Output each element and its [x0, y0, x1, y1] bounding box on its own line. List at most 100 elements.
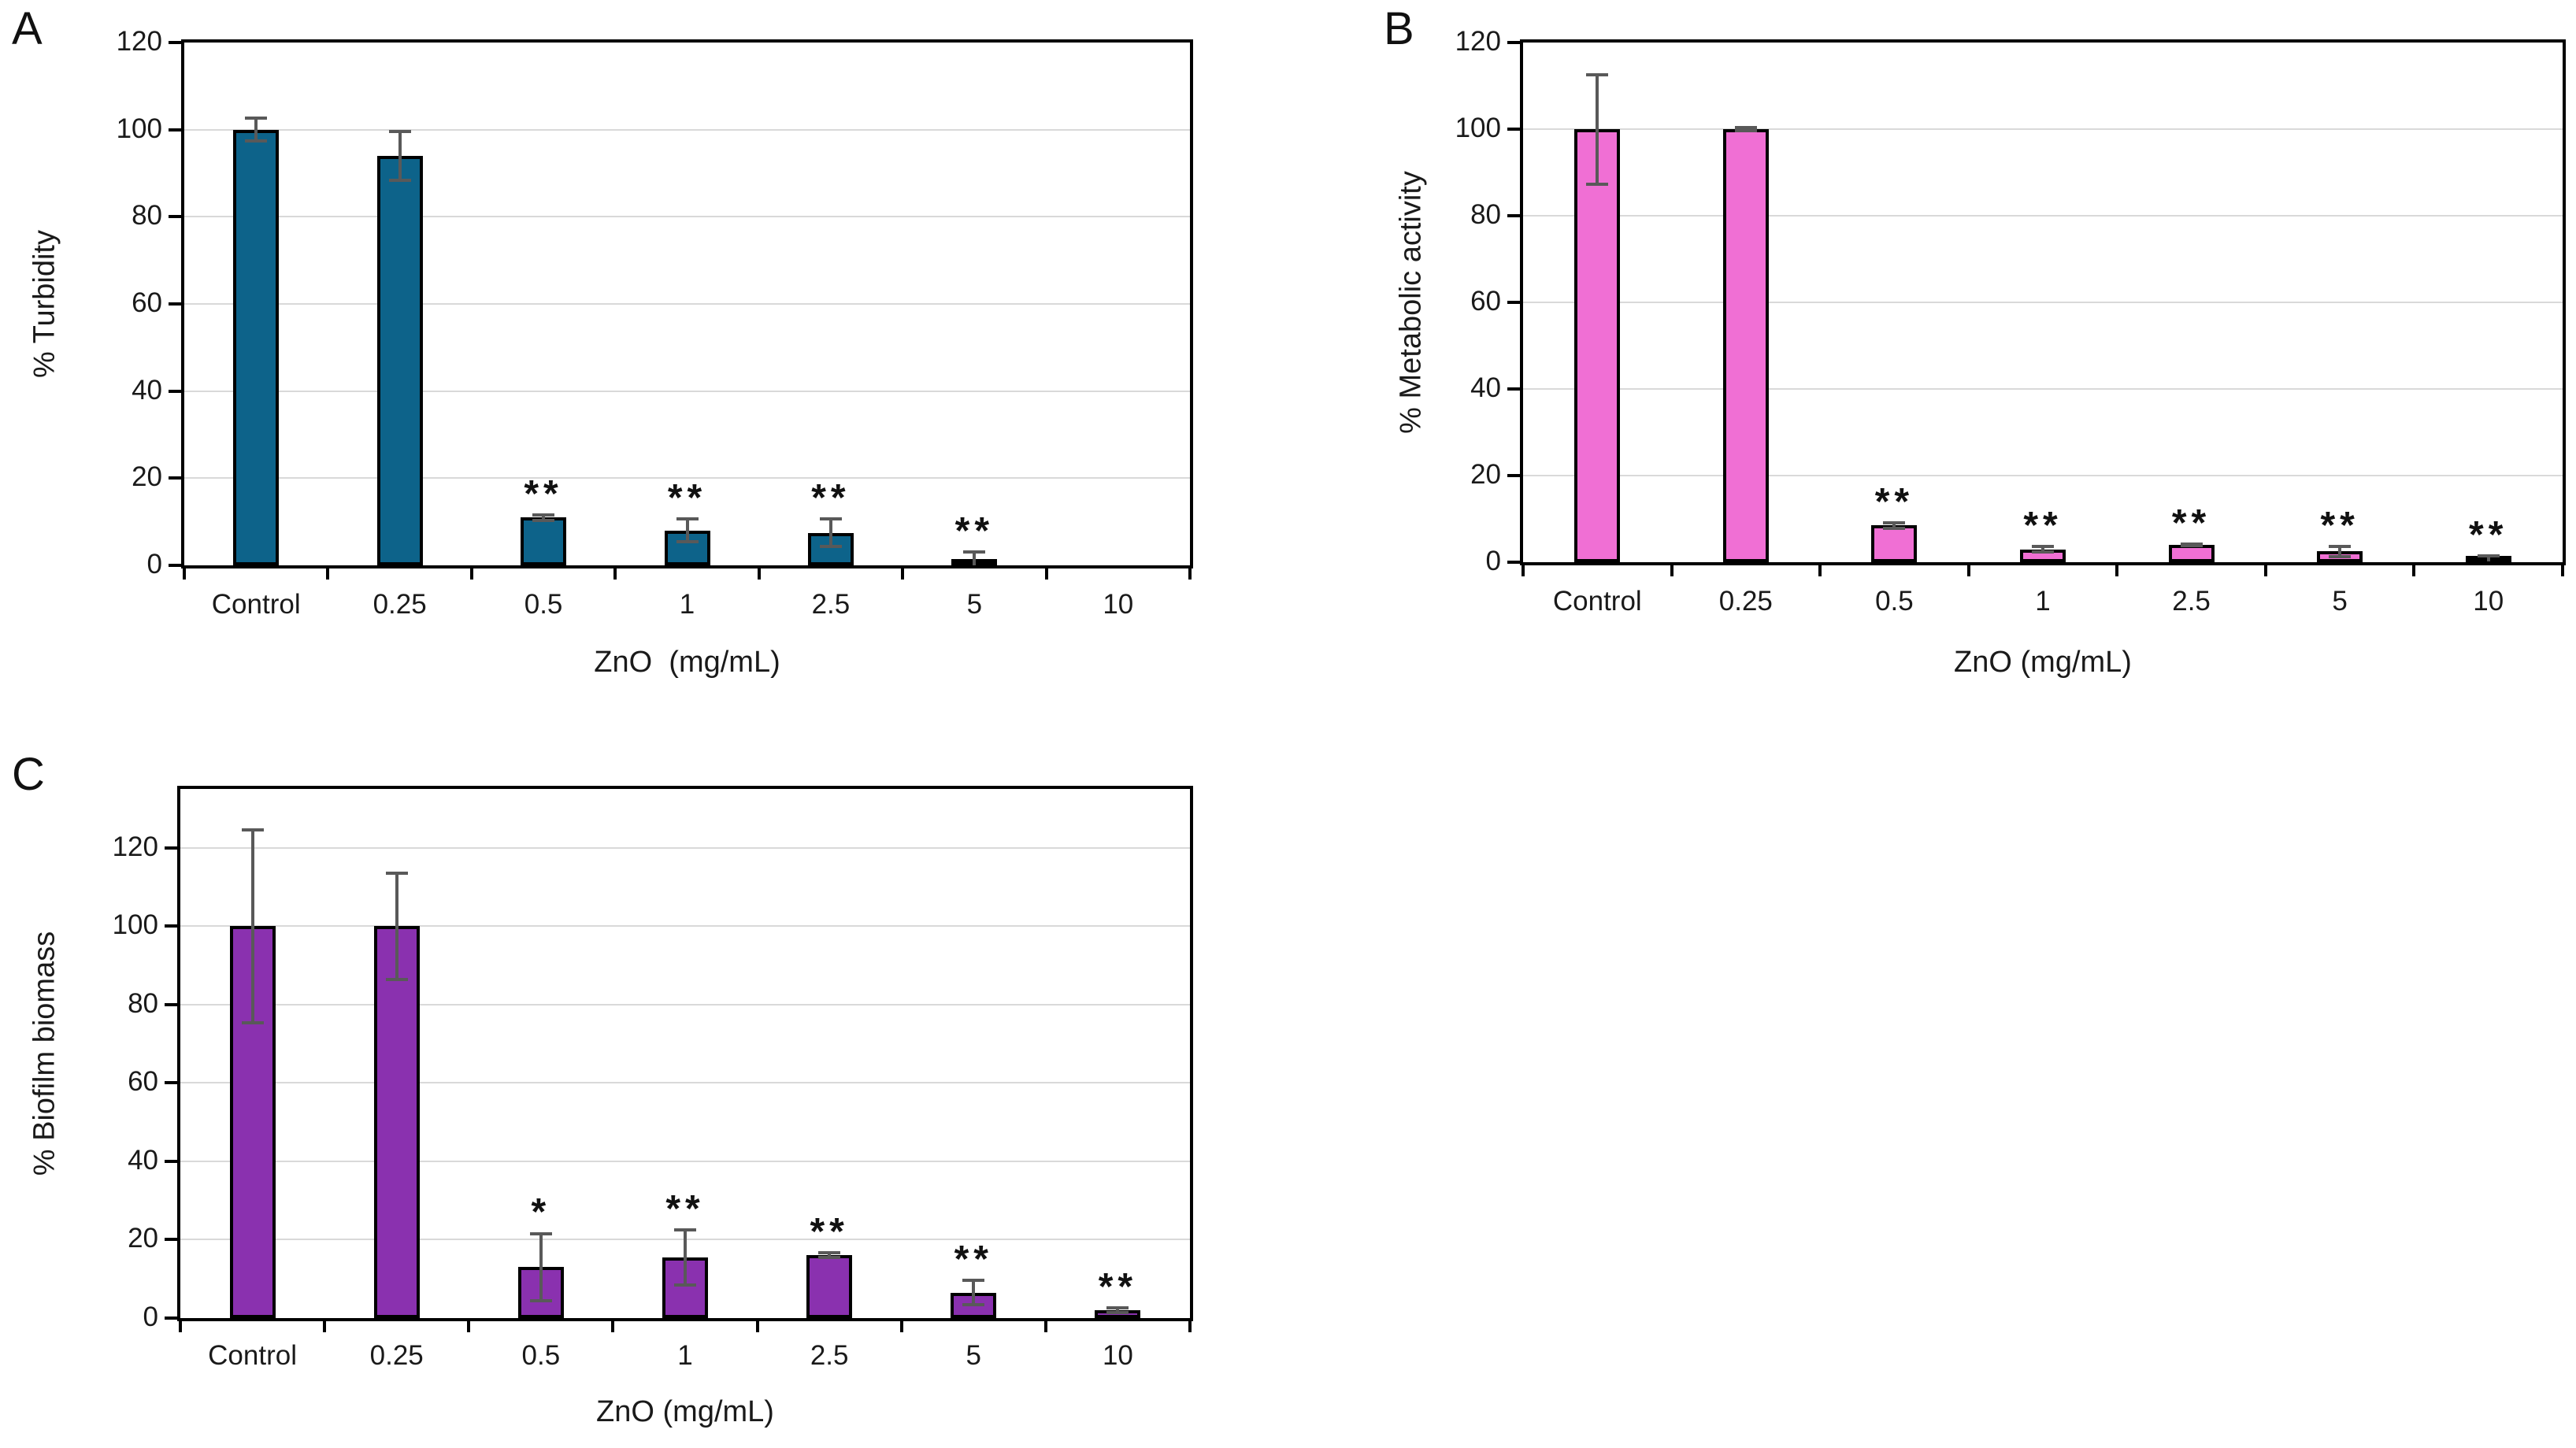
error-cap-bottom-C-Control	[241, 1020, 264, 1024]
significance-C-2.5: **	[810, 1211, 849, 1254]
error-bar-B-0.5	[1892, 520, 1896, 530]
plot-area-C: * ** ** ** **	[177, 786, 1193, 1321]
error-cap-bottom-B-1	[2032, 550, 2054, 554]
gridline-B-80	[1523, 215, 2563, 217]
error-cap-top-B-2.5	[2180, 542, 2203, 546]
y-tick-A-0	[169, 564, 181, 567]
x-tick-C-4	[755, 1320, 759, 1332]
x-tick-label-B-2.5: 2.5	[2172, 586, 2211, 617]
y-tick-C-60	[165, 1081, 177, 1085]
gridline-A-20	[184, 477, 1190, 480]
y-tick-label-B-20: 20	[1470, 459, 1501, 490]
error-bar-B-0.25	[1744, 125, 1748, 133]
error-cap-bottom-C-0.25	[385, 977, 408, 981]
error-bar-B-5	[2338, 545, 2342, 558]
error-cap-top-C-0.25	[385, 871, 408, 875]
x-tick-label-B-10: 10	[2473, 586, 2504, 617]
y-tick-label-C-120: 120	[112, 831, 158, 862]
error-bar-C-5	[972, 1279, 976, 1307]
gridline-B-100	[1523, 128, 2563, 130]
error-bar-A-5	[973, 550, 977, 565]
x-tick-A-2	[469, 567, 473, 580]
y-tick-A-120	[169, 41, 181, 44]
panel-letter-A: A	[12, 3, 43, 54]
significance-A-1: **	[667, 477, 707, 520]
bar-B-0.5	[1871, 525, 1918, 562]
y-tick-B-120	[1507, 41, 1520, 44]
plot-inner-A: ** ** ** **	[184, 43, 1190, 565]
x-tick-label-A-2.5: 2.5	[811, 589, 851, 620]
panel-letter-C: C	[12, 749, 45, 800]
gridline-B-20	[1523, 475, 2563, 476]
gridline-B-60	[1523, 302, 2563, 303]
x-tick-B-7	[2561, 564, 2564, 576]
error-cap-top-A-1	[676, 517, 699, 521]
error-cap-bottom-C-2.5	[818, 1256, 841, 1260]
x-axis-title-B: ZnO (mg/mL)	[1954, 646, 2132, 679]
y-tick-label-C-100: 100	[112, 909, 158, 941]
y-tick-label-B-100: 100	[1455, 113, 1501, 143]
bar-C-2.5	[806, 1255, 853, 1318]
error-cap-bottom-B-0.25	[1734, 129, 1757, 133]
x-tick-B-1	[1670, 564, 1673, 576]
error-cap-top-A-5	[963, 550, 986, 554]
error-cap-bottom-B-5	[2329, 554, 2352, 558]
error-cap-bottom-C-0.5	[529, 1299, 552, 1303]
error-cap-top-B-0.25	[1734, 125, 1757, 129]
x-axis-title-C: ZnO (mg/mL)	[596, 1395, 774, 1428]
gridline-A-80	[184, 216, 1190, 218]
error-bar-B-1	[2041, 545, 2044, 554]
error-bar-C-10	[1116, 1306, 1120, 1315]
error-cap-top-B-Control	[1586, 72, 1609, 76]
significance-A-5: **	[954, 509, 995, 552]
x-tick-A-7	[1188, 567, 1192, 580]
gridline-A-60	[184, 303, 1190, 305]
error-cap-top-C-0.5	[529, 1231, 552, 1235]
error-cap-bottom-C-1	[674, 1283, 696, 1287]
x-tick-B-0	[1522, 564, 1525, 576]
x-tick-C-1	[323, 1320, 327, 1332]
significance-A-0.5: **	[524, 472, 563, 515]
error-bar-C-1	[684, 1228, 687, 1287]
x-tick-label-A-1: 1	[679, 589, 695, 620]
y-tick-A-80	[169, 215, 181, 219]
y-tick-label-B-0: 0	[1485, 546, 1501, 576]
y-tick-label-A-60: 60	[132, 287, 162, 318]
gridline-C-80	[180, 1003, 1190, 1005]
y-tick-label-A-0: 0	[146, 549, 162, 580]
y-tick-label-C-60: 60	[128, 1066, 158, 1098]
y-tick-label-A-40: 40	[132, 374, 162, 406]
error-cap-bottom-B-Control	[1586, 182, 1609, 186]
error-bar-B-10	[2486, 554, 2490, 561]
x-tick-A-6	[1044, 567, 1048, 580]
bar-B-0.25	[1722, 129, 1769, 562]
bar-A-0.5	[521, 517, 567, 565]
y-tick-C-20	[165, 1238, 177, 1242]
error-bar-A-Control	[254, 117, 258, 143]
x-tick-label-B-0.25: 0.25	[1718, 586, 1773, 617]
plot-inner-B: ** ** ** ** **	[1523, 43, 2563, 562]
x-tick-label-A-0.5: 0.5	[524, 589, 563, 620]
y-axis-title-B: % Metabolic activity	[1394, 171, 1428, 434]
x-tick-label-B-Control: Control	[1552, 586, 1642, 617]
y-tick-B-100	[1507, 128, 1520, 131]
x-tick-B-5	[2263, 564, 2267, 576]
error-cap-top-C-2.5	[818, 1251, 841, 1255]
significance-B-2.5: **	[2171, 502, 2211, 544]
y-tick-label-C-0: 0	[143, 1302, 158, 1332]
y-tick-label-B-60: 60	[1470, 286, 1501, 317]
significance-A-2.5: **	[811, 477, 851, 520]
y-tick-B-40	[1507, 387, 1520, 391]
y-tick-label-B-40: 40	[1470, 372, 1501, 403]
error-cap-top-C-1	[674, 1228, 696, 1231]
gridline-A-100	[184, 128, 1190, 131]
y-tick-C-80	[165, 1002, 177, 1006]
y-tick-C-40	[165, 1159, 177, 1163]
x-tick-C-7	[1188, 1320, 1192, 1332]
x-tick-label-C-5: 5	[966, 1340, 982, 1371]
error-cap-top-A-0.25	[388, 129, 411, 133]
y-axis-title-C: % Biofilm biomass	[28, 931, 61, 1176]
significance-B-5: **	[2320, 505, 2359, 546]
error-bar-A-0.25	[398, 129, 402, 183]
